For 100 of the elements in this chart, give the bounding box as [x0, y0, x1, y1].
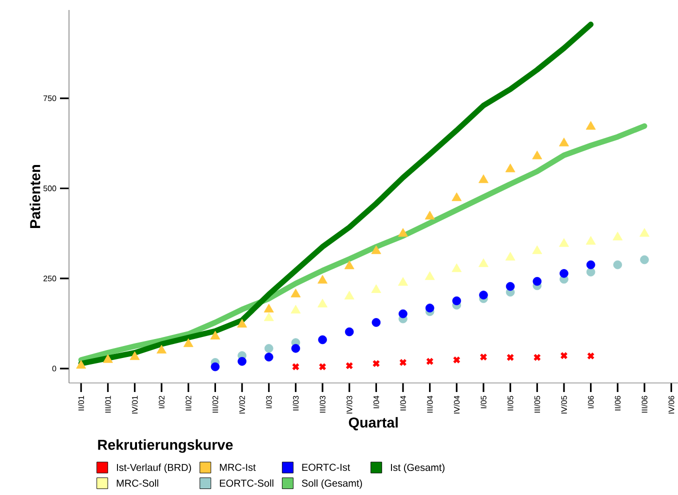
x-tick-label: I/05 [480, 396, 486, 408]
point [426, 358, 434, 366]
point [586, 236, 596, 245]
point [424, 210, 435, 220]
point [506, 282, 515, 291]
x-tick-label: III/03 [320, 396, 326, 413]
x-tick-label: IV/02 [239, 396, 245, 414]
legend-title: Rekrutierungskurve [98, 439, 233, 453]
point [264, 352, 274, 362]
x-tick-label: III/02 [212, 396, 218, 413]
point [264, 312, 274, 322]
x-tick-label: II/01 [78, 396, 84, 410]
x-axis-title: Quartal [348, 417, 398, 430]
x-tick-label: II/02 [185, 396, 192, 410]
point [290, 288, 301, 298]
point [559, 138, 569, 146]
point [560, 352, 568, 360]
point [237, 318, 248, 328]
x-tick-label: III/05 [534, 396, 540, 413]
point [478, 174, 488, 184]
point [398, 277, 408, 286]
point [346, 362, 354, 370]
point [183, 338, 194, 348]
point [424, 271, 435, 280]
legend-label: EORTC-Soll [220, 479, 274, 487]
point [452, 263, 462, 272]
point [505, 252, 516, 261]
point [371, 245, 382, 254]
x-tick-label: III/01 [104, 396, 111, 413]
point [372, 318, 381, 327]
legend-label: EORTC-Ist [302, 464, 350, 471]
point [613, 260, 622, 270]
legend-label: MRC-Ist [220, 464, 256, 471]
y-tick-label: 500 [43, 186, 56, 192]
point [318, 362, 326, 371]
point [371, 284, 382, 293]
point [479, 290, 488, 300]
point [532, 245, 542, 254]
point [478, 258, 488, 268]
x-tick-label: II/03 [292, 396, 299, 410]
point [586, 260, 596, 270]
point [533, 354, 541, 362]
point [586, 352, 595, 360]
point [292, 362, 300, 371]
point [399, 358, 407, 366]
point [264, 304, 274, 312]
point [210, 362, 220, 372]
point [238, 356, 246, 366]
point [559, 238, 569, 247]
x-tick-label: III/04 [426, 396, 433, 413]
x-tick-label: IV/04 [454, 396, 460, 414]
point [452, 192, 462, 202]
point [560, 269, 568, 278]
x-tick-label: I/04 [373, 396, 380, 408]
point [291, 344, 300, 353]
y-tick-label: 750 [44, 95, 56, 102]
point [586, 121, 596, 130]
point [130, 351, 140, 360]
point [586, 268, 596, 276]
point [398, 228, 408, 237]
point [344, 260, 354, 270]
legend-label: Soll (Gesamt) [302, 479, 362, 489]
point [480, 353, 488, 361]
point [156, 344, 167, 354]
point [318, 274, 328, 284]
x-tick-label: III/06 [642, 396, 648, 413]
point [318, 298, 328, 308]
point [318, 335, 327, 344]
point [640, 255, 649, 264]
point [452, 356, 461, 364]
point [532, 276, 542, 286]
x-tick-label: I/03 [266, 396, 272, 408]
x-tick-label: IV/01 [132, 396, 138, 414]
point [639, 228, 650, 237]
x-tick-label: II/06 [614, 396, 621, 410]
point [344, 327, 354, 336]
point [532, 150, 542, 160]
point [506, 354, 514, 362]
y-tick-label: 0 [52, 366, 56, 372]
point [264, 344, 274, 353]
x-tick-label: IV/03 [346, 396, 352, 414]
point [452, 296, 462, 306]
point [102, 354, 113, 363]
point [76, 360, 86, 369]
y-axis-title: Patienten [30, 164, 40, 228]
x-tick-label: I/06 [588, 396, 594, 408]
y-tick-label: 250 [44, 276, 56, 282]
x-tick-label: II/04 [400, 396, 406, 410]
point [344, 290, 354, 300]
x-tick-label: II/05 [507, 396, 514, 410]
legend-label: Ist-Verlauf (BRD) [116, 464, 191, 473]
point [425, 304, 434, 312]
x-tick-label: I/02 [158, 396, 164, 408]
point [290, 304, 301, 314]
point [398, 309, 408, 318]
x-tick-label: IV/05 [561, 396, 567, 414]
legend-label: Ist (Gesamt) [390, 464, 444, 473]
point [372, 360, 380, 368]
point [612, 232, 623, 240]
point [505, 164, 516, 172]
